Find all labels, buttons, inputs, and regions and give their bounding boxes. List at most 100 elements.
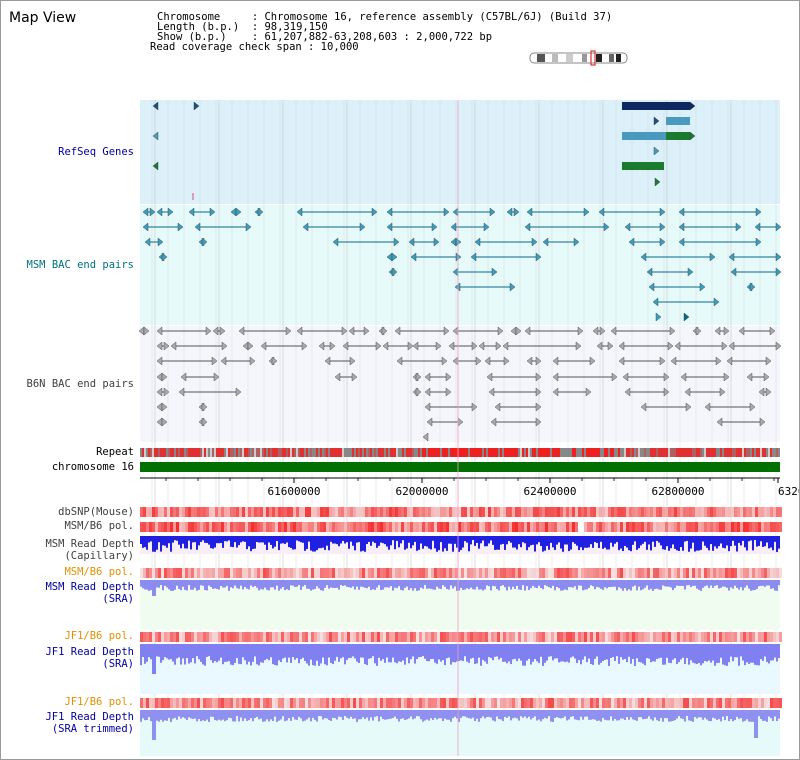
chromosome-label[interactable]: chromosome 16 [51, 461, 134, 473]
depth-bar [440, 644, 442, 662]
repeat-track[interactable] [140, 448, 780, 457]
depth-bar [756, 580, 758, 589]
depth-bar [456, 710, 458, 719]
polymorphism-cell [521, 632, 524, 642]
polymorphism-cell [593, 507, 596, 517]
depth-bar [348, 644, 350, 659]
repeat-block [574, 448, 576, 457]
depth-bar [396, 710, 398, 719]
depth-bar [496, 580, 498, 590]
depth-bar [184, 536, 186, 549]
jf1-depth-sra-label[interactable]: JF1 Read Depth (SRA) [45, 646, 134, 670]
depth-bar [608, 710, 610, 721]
depth-bar [620, 536, 622, 549]
polymorphism-cell [683, 632, 686, 642]
chromosome-ideogram[interactable] [529, 50, 628, 66]
jf1-b6-pol-label[interactable]: JF1/B6 pol. [64, 630, 134, 642]
msm-b6-pol-label[interactable]: MSM/B6 pol. [64, 520, 134, 532]
depth-bar [280, 710, 282, 720]
depth-bar [464, 710, 466, 717]
depth-bar [614, 580, 616, 587]
polymorphism-cell [512, 568, 515, 578]
chromosome-bar[interactable] [140, 462, 780, 472]
repeat-block [430, 448, 432, 457]
gene-arrow [152, 101, 159, 111]
msm-depth-sra-track[interactable] [140, 580, 780, 596]
b6n-bac-pair-end [445, 387, 452, 397]
repeat-block [764, 448, 766, 457]
repeat-block [440, 448, 442, 457]
msm-bac-label[interactable]: MSM BAC end pairs [26, 259, 134, 271]
jf1-depth-sra-track[interactable] [140, 644, 780, 674]
polymorphism-cell [347, 632, 350, 642]
msm-bac-pair-end [296, 207, 303, 217]
b6n-bac-pair-end [435, 341, 442, 351]
depth-bar [606, 644, 608, 660]
depth-bar [144, 644, 146, 664]
depth-bar [424, 536, 426, 546]
polymorphism-cell [419, 507, 422, 517]
repeat-block [746, 448, 748, 457]
depth-bar [288, 710, 290, 719]
polymorphism-cell [650, 632, 653, 642]
depth-bar [650, 580, 652, 589]
polymorphism-cell [725, 698, 728, 708]
polymorphism-cell [389, 522, 392, 532]
polymorphism-cell [419, 568, 422, 578]
msm-b6-pol-track[interactable] [140, 522, 782, 532]
msm-depth-capillary-label[interactable]: MSM Read Depth (Capillary) [45, 538, 134, 562]
depth-bar [208, 710, 210, 722]
msm-b6-pol-sra-label[interactable]: MSM/B6 pol. [64, 566, 134, 578]
polymorphism-cell [254, 522, 257, 532]
depth-bar [330, 710, 332, 721]
polymorphism-cell [158, 632, 161, 642]
polymorphism-cell [536, 507, 539, 517]
depth-bar [140, 580, 142, 587]
refseq-genes-track[interactable] [152, 101, 696, 200]
repeat-block [164, 448, 166, 457]
msm-depth-capillary-track[interactable] [140, 536, 780, 554]
dbsnp-track[interactable] [140, 507, 782, 517]
dbsnp-label[interactable]: dbSNP(Mouse) [58, 506, 134, 518]
polymorphism-cell [245, 522, 248, 532]
depth-bar [712, 644, 714, 661]
jf1-b6-pol-trimmed-track[interactable] [140, 698, 782, 708]
depth-bar [412, 580, 414, 591]
polymorphism-cell [146, 568, 149, 578]
jf1-b6-pol-track[interactable] [140, 632, 782, 642]
msm-b6-pol-sra-track[interactable] [140, 568, 782, 578]
depth-bar [254, 644, 256, 657]
b6n-bac-label[interactable]: B6N BAC end pairs [26, 378, 134, 390]
depth-bar [692, 644, 694, 663]
jf1-depth-trimmed-track[interactable] [140, 710, 780, 740]
polymorphism-cell [152, 522, 155, 532]
polymorphism-cell [383, 568, 386, 578]
msm-depth-sra-label[interactable]: MSM Read Depth (SRA) [45, 581, 134, 605]
depth-bar [572, 580, 574, 588]
depth-bar [202, 644, 204, 665]
polymorphism-cell [452, 507, 455, 517]
polymorphism-cell [392, 507, 395, 517]
polymorphism-cell [224, 507, 227, 517]
jf1-b6-pol-trimmed-label[interactable]: JF1/B6 pol. [64, 696, 134, 708]
depth-bar [278, 536, 280, 551]
b6n-bac-track[interactable] [138, 326, 782, 442]
jf1-depth-trimmed-label[interactable]: JF1 Read Depth (SRA trimmed) [45, 711, 134, 735]
depth-bar [746, 644, 748, 663]
b6n-bac-pair-end [247, 341, 254, 351]
repeat-block [208, 448, 210, 457]
depth-bar [330, 644, 332, 663]
depth-bar [182, 580, 184, 587]
depth-bar [140, 536, 142, 544]
polymorphism-cell [173, 507, 176, 517]
polymorphism-cell [236, 522, 239, 532]
msm-bac-track[interactable] [142, 207, 782, 322]
polymorphism-cell [584, 568, 587, 578]
depth-bar [408, 536, 410, 543]
refseq-genes-label[interactable]: RefSeq Genes [58, 146, 134, 158]
polymorphism-cell [773, 507, 776, 517]
polymorphism-cell [605, 632, 608, 642]
repeat-label[interactable]: Repeat [96, 446, 134, 458]
polymorphism-cell [755, 698, 758, 708]
